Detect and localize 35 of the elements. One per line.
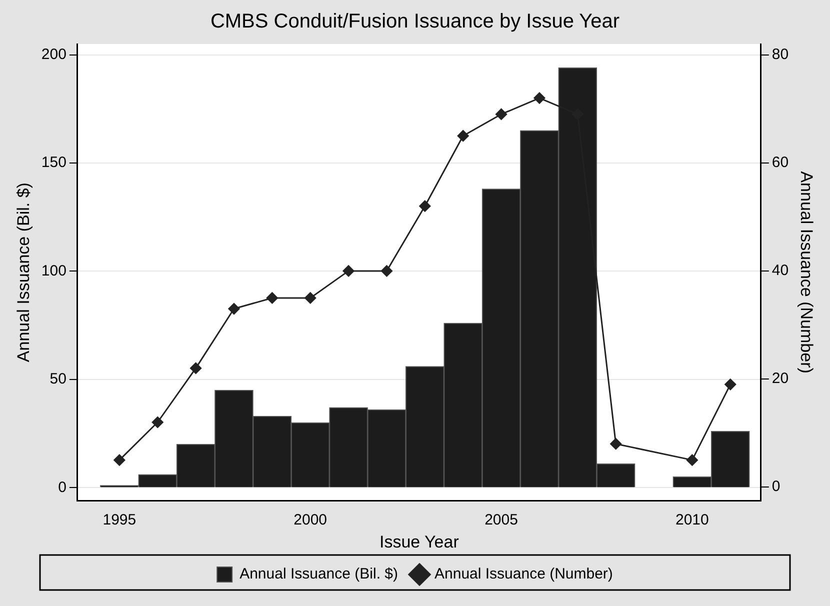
- legend-label: Annual Issuance (Bil. $): [240, 566, 398, 583]
- y-axis-title: Annual Issuance (Bil. $): [14, 182, 33, 362]
- y2-tick-label: 20: [772, 370, 789, 388]
- y-tick-label: 0: [58, 478, 66, 496]
- point: [380, 265, 392, 277]
- y-tick-label: 50: [50, 370, 66, 388]
- x-axis-title: Issue Year: [379, 532, 460, 552]
- y-tick-label: 150: [41, 154, 66, 172]
- x-tick-label: 2010: [675, 512, 709, 529]
- point: [496, 108, 508, 120]
- x-tick-label: 2005: [484, 512, 518, 529]
- point: [419, 200, 431, 212]
- chart-title: CMBS Conduit/Fusion Issuance by Issue Year: [210, 10, 620, 33]
- point: [610, 438, 622, 450]
- y2-tick-label: 80: [772, 46, 789, 63]
- point: [457, 130, 469, 142]
- legend-label: Annual Issuance (Number): [434, 566, 613, 583]
- x-tick-label: 2000: [294, 512, 328, 529]
- point: [304, 292, 316, 304]
- point: [724, 378, 736, 390]
- point: [686, 454, 698, 466]
- y2-tick-label: 0: [772, 478, 780, 496]
- point: [534, 92, 546, 104]
- point: [152, 416, 164, 428]
- point: [114, 454, 126, 466]
- y-tick-label: 200: [41, 46, 66, 63]
- y2-axis-title: Annual Issuance (Number): [797, 171, 816, 374]
- y-tick-label: 100: [41, 262, 66, 280]
- y2-tick-label: 60: [772, 154, 789, 172]
- point: [266, 292, 278, 304]
- point: [342, 265, 354, 277]
- point: [228, 303, 240, 315]
- x-tick-label: 1995: [102, 512, 136, 529]
- y2-tick-label: 40: [772, 262, 789, 280]
- point: [190, 362, 202, 374]
